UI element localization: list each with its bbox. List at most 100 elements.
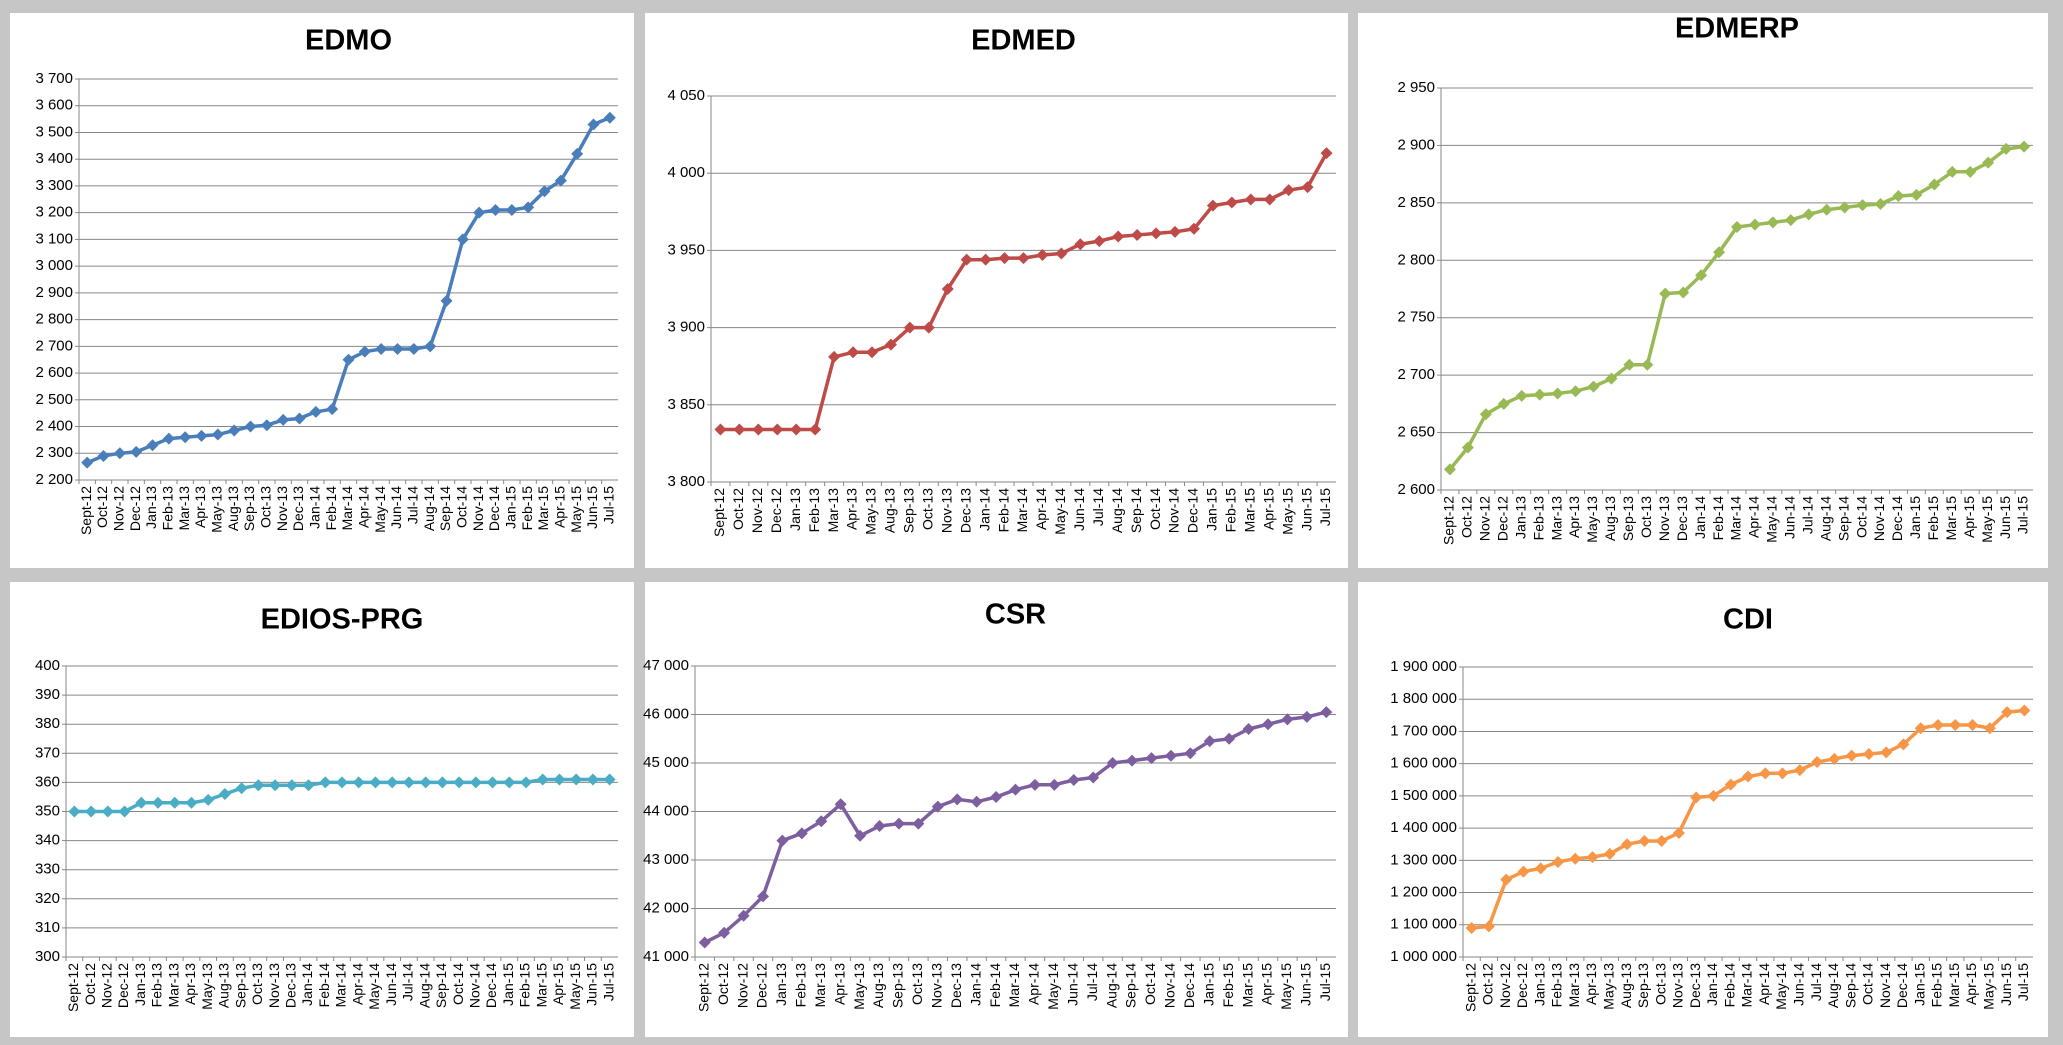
x-tick-label: Jul-14 (1808, 963, 1824, 1001)
data-point (1244, 193, 1257, 206)
x-tick-label: Sep-14 (1835, 496, 1851, 541)
data-point (1552, 855, 1564, 868)
data-point (168, 796, 181, 809)
data-point (424, 340, 437, 353)
y-tick-label: 1 700 000 (1390, 722, 1457, 739)
y-tick-label: 1 100 000 (1390, 916, 1457, 933)
data-point (1028, 778, 1041, 791)
x-tick-label: Feb-14 (987, 963, 1003, 1008)
data-point (1281, 713, 1294, 726)
data-point (1093, 235, 1106, 248)
data-point (1586, 851, 1599, 864)
x-tick-label: Aug-13 (225, 486, 241, 531)
data-point (1187, 222, 1200, 235)
x-tick-label: Jun-14 (1782, 496, 1798, 539)
x-tick-label: Jan-14 (967, 963, 983, 1006)
data-point (1932, 719, 1944, 731)
data-point (1677, 286, 1690, 299)
x-tick-label: Oct-13 (920, 488, 936, 530)
y-tick-label: 2 800 (35, 311, 73, 328)
data-point (698, 936, 711, 949)
x-tick-label: Feb-13 (806, 488, 822, 533)
x-tick-label: Feb-13 (1549, 963, 1565, 1008)
x-tick-label: Apr-15 (1259, 963, 1275, 1005)
x-tick-label: Feb-14 (323, 486, 339, 531)
x-tick-label: Aug-13 (1618, 963, 1634, 1008)
data-point (1465, 922, 1478, 934)
x-tick-label: Nov-13 (274, 486, 290, 531)
data-point (252, 779, 265, 792)
data-point (1017, 252, 1030, 265)
data-point (1605, 372, 1618, 385)
x-tick-label: Jul-15 (601, 486, 617, 524)
data-point (790, 423, 803, 436)
y-tick-label: 1 300 000 (1390, 851, 1457, 868)
x-tick-label: Aug-14 (416, 963, 432, 1008)
data-point (1036, 249, 1049, 262)
x-tick-label: Mar-14 (333, 963, 349, 1008)
chart-title: EDMERP (1675, 13, 1799, 45)
y-tick-label: 310 (35, 919, 60, 936)
x-tick-label: Jan-13 (1512, 496, 1528, 539)
data-point (1225, 196, 1238, 209)
x-tick-label: Dec-14 (1894, 963, 1910, 1008)
data-point (1892, 189, 1905, 202)
data-point (912, 817, 925, 830)
x-tick-label: Oct-14 (450, 963, 466, 1005)
x-tick-label: Jul-14 (1799, 496, 1815, 534)
chart-title: EDIOS-PRG (261, 604, 424, 636)
data-point (1569, 385, 1582, 398)
chart-title: EDMO (305, 25, 392, 57)
y-tick-label: 2 850 (1397, 194, 1435, 211)
data-point (489, 203, 502, 216)
data-point (586, 773, 599, 786)
data-point (402, 776, 415, 789)
x-tick-label: Dec-13 (948, 963, 964, 1008)
data-point (469, 776, 482, 789)
x-tick-label: Feb-13 (793, 963, 809, 1008)
x-tick-label: Jun-14 (1791, 963, 1807, 1006)
data-point (1087, 771, 1100, 784)
data-point (1690, 791, 1703, 804)
data-point (536, 773, 549, 786)
data-point (1672, 826, 1685, 839)
data-point (244, 420, 257, 433)
chart-panel (1358, 13, 2048, 568)
x-tick-label: Jul-15 (2015, 496, 2031, 534)
data-point (1802, 208, 1815, 221)
data-point (570, 773, 583, 786)
y-tick-label: 2 950 (1397, 79, 1435, 96)
x-tick-label: May-13 (209, 486, 225, 533)
x-tick-label: May-15 (1979, 496, 1995, 543)
data-point (81, 456, 94, 469)
x-tick-label: Nov-14 (1871, 496, 1887, 541)
x-tick-label: Jul-15 (1317, 488, 1333, 526)
y-tick-label: 360 (35, 773, 60, 790)
data-point (979, 253, 992, 266)
x-tick-label: Feb-15 (519, 486, 535, 531)
y-tick-label: 320 (35, 890, 60, 907)
x-tick-label: May-15 (568, 486, 584, 533)
x-tick-label: Feb-14 (316, 963, 332, 1008)
y-tick-label: 2 600 (1397, 481, 1435, 498)
y-tick-label: 45 000 (643, 754, 689, 771)
data-point (892, 817, 905, 830)
x-tick-label: Sep-13 (890, 963, 906, 1008)
data-point (571, 147, 584, 160)
x-tick-label: Sep-13 (232, 963, 248, 1008)
data-point (1203, 735, 1216, 748)
x-tick-label: Mar-13 (176, 486, 192, 531)
data-point (1776, 767, 1789, 780)
data-point (152, 796, 164, 809)
data-point (1946, 165, 1959, 178)
x-tick-label: Aug-13 (882, 488, 898, 533)
x-tick-label: Sept-12 (711, 488, 727, 537)
x-tick-label: Oct-13 (1638, 496, 1654, 538)
data-point (118, 805, 131, 818)
data-point (1766, 216, 1779, 229)
x-tick-label: Jun-15 (1298, 488, 1314, 531)
data-point (847, 346, 860, 359)
data-point (1695, 269, 1708, 282)
data-point (419, 776, 432, 789)
data-point (440, 294, 453, 307)
